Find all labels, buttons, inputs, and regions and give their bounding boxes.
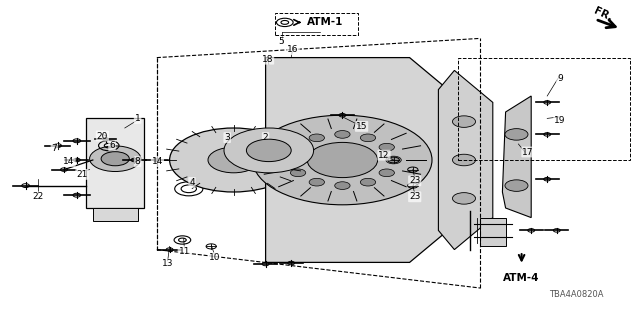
Bar — [86, 118, 144, 208]
Circle shape — [208, 147, 259, 173]
Polygon shape — [266, 58, 448, 262]
Circle shape — [386, 156, 401, 164]
Text: 17: 17 — [522, 148, 534, 156]
Text: 11: 11 — [179, 247, 190, 256]
Bar — [480, 218, 506, 246]
Bar — [93, 208, 138, 221]
Text: FR.: FR. — [592, 6, 614, 23]
Text: TBA4A0820A: TBA4A0820A — [548, 290, 604, 299]
Circle shape — [101, 152, 129, 166]
Text: 14: 14 — [63, 157, 75, 166]
Circle shape — [379, 169, 394, 177]
Text: 6: 6 — [109, 141, 115, 150]
Circle shape — [452, 116, 476, 127]
Text: 12: 12 — [378, 151, 390, 160]
Text: 3: 3 — [225, 133, 230, 142]
Text: 21: 21 — [76, 170, 88, 179]
Polygon shape — [438, 70, 493, 250]
Circle shape — [246, 139, 291, 162]
Text: 1: 1 — [135, 114, 140, 123]
Text: 9: 9 — [557, 74, 563, 83]
Text: 14: 14 — [152, 157, 163, 166]
Circle shape — [505, 129, 528, 140]
Circle shape — [360, 178, 376, 186]
Text: 16: 16 — [287, 45, 299, 54]
Text: 4: 4 — [189, 178, 195, 187]
Circle shape — [335, 182, 350, 189]
Text: 15: 15 — [356, 122, 367, 131]
Text: 22: 22 — [33, 192, 44, 201]
Bar — [275, 13, 358, 35]
Circle shape — [291, 169, 306, 177]
Circle shape — [309, 134, 324, 142]
Text: 8: 8 — [135, 157, 140, 166]
Circle shape — [360, 134, 376, 142]
Text: ATM-1: ATM-1 — [307, 17, 344, 28]
Circle shape — [307, 142, 378, 178]
Circle shape — [505, 180, 528, 191]
Text: 23: 23 — [409, 176, 420, 185]
Text: ATM-4: ATM-4 — [503, 273, 540, 284]
Text: 20: 20 — [97, 132, 108, 140]
Text: 23: 23 — [409, 192, 420, 201]
Circle shape — [291, 143, 306, 151]
Circle shape — [309, 178, 324, 186]
Circle shape — [379, 143, 394, 151]
Circle shape — [90, 146, 141, 172]
Bar — [458, 58, 630, 160]
Text: 2: 2 — [263, 133, 268, 142]
Text: 10: 10 — [209, 253, 220, 262]
Text: 13: 13 — [162, 260, 173, 268]
Text: 19: 19 — [554, 116, 566, 124]
Text: 5: 5 — [279, 37, 284, 46]
Text: 7: 7 — [52, 144, 57, 153]
Circle shape — [284, 156, 299, 164]
Circle shape — [170, 128, 298, 192]
Circle shape — [224, 128, 314, 173]
Polygon shape — [502, 96, 531, 218]
Circle shape — [452, 154, 476, 166]
Circle shape — [452, 193, 476, 204]
Text: 18: 18 — [262, 55, 273, 64]
Circle shape — [253, 115, 432, 205]
Circle shape — [335, 131, 350, 138]
